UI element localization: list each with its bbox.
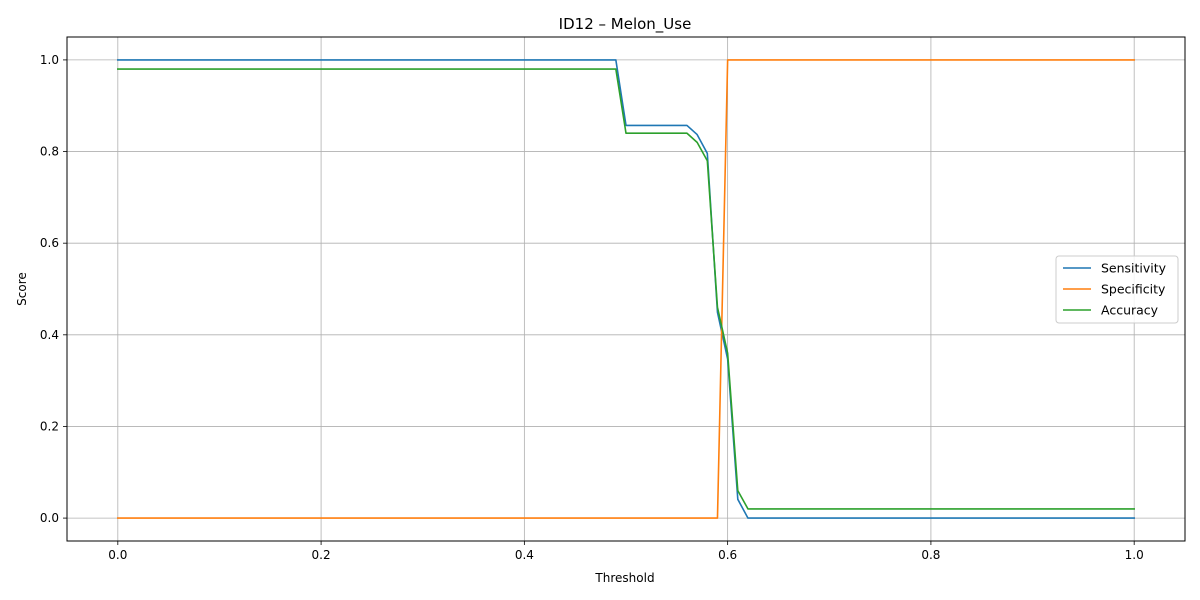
series-line-accuracy [117,68,1135,510]
y-tick-label: 0.0 [40,511,59,525]
legend-label: Specificity [1101,282,1166,297]
x-tick-label: 0.6 [718,548,737,562]
x-axis-ticks: 0.0 0.2 0.4 0.6 0.8 1.0 [108,541,1144,562]
x-axis-label: Threshold [594,571,654,585]
series-lines [117,59,1135,519]
series-line-specificity [117,59,1135,519]
x-tick-label: 0.2 [312,548,331,562]
x-tick-label: 0.0 [108,548,127,562]
plot-frame [66,36,1186,542]
y-tick-label: 0.8 [40,145,59,159]
series-line-sensitivity [117,59,1135,519]
legend-label: Sensitivity [1101,261,1167,276]
y-tick-label: 1.0 [40,53,59,67]
y-tick-label: 0.4 [40,328,59,342]
legend-frame [1055,255,1179,324]
chart-title: ID12 – Melon_Use [559,15,692,34]
legend: Sensitivity Specificity Accuracy [1055,255,1179,324]
y-tick-label: 0.6 [40,236,59,250]
x-tick-label: 1.0 [1125,548,1144,562]
y-tick-label: 0.2 [40,419,59,433]
y-axis-label: Score [15,272,29,306]
x-tick-label: 0.4 [515,548,534,562]
x-tick-label: 0.8 [921,548,940,562]
y-axis-ticks: 0.0 0.2 0.4 0.6 0.8 1.0 [40,53,67,525]
legend-label: Accuracy [1101,303,1159,318]
